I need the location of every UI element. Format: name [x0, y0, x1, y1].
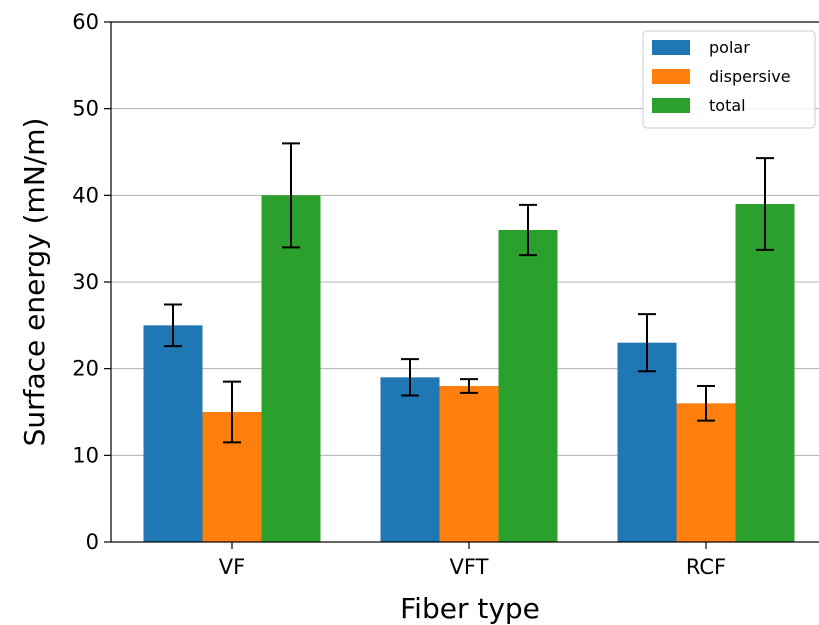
y-tick-label: 50 — [72, 97, 99, 121]
x-tick-label: VFT — [450, 555, 489, 579]
x-tick-label: VF — [219, 555, 245, 579]
bar-polar-RCF — [617, 342, 677, 542]
x-tick-labels: VF VFT RCF — [219, 555, 726, 579]
y-tick-label: 30 — [72, 270, 99, 294]
error-bars — [164, 142, 774, 444]
y-tick-label: 0 — [86, 530, 99, 554]
y-tick-label: 10 — [72, 443, 99, 467]
legend-swatch-dispersive — [652, 69, 690, 84]
bar-dispersive-VFT — [439, 386, 499, 542]
bar-total-VFT — [498, 230, 558, 542]
legend-label-total: total — [709, 96, 746, 115]
bars — [143, 195, 795, 543]
legend-label-polar: polar — [709, 38, 750, 57]
y-tick-label: 40 — [72, 183, 99, 207]
axes — [104, 21, 819, 549]
x-axis-title: Fiber type — [400, 592, 540, 625]
legend-swatch-total — [652, 98, 690, 113]
legend-label-dispersive: dispersive — [709, 67, 791, 86]
y-tick-labels: 0 10 20 30 40 50 60 — [72, 10, 99, 554]
bar-total-VF — [261, 195, 321, 543]
legend-swatch-polar — [652, 40, 690, 55]
y-tick-label: 20 — [72, 357, 99, 381]
bar-polar-VF — [143, 325, 203, 542]
x-tick-label: RCF — [686, 555, 726, 579]
plot-frame — [110, 21, 819, 543]
bar-total-RCF — [735, 204, 795, 542]
legend: polar dispersive total — [642, 30, 816, 129]
bar-dispersive-RCF — [676, 403, 736, 542]
y-tick-label: 60 — [72, 10, 99, 34]
y-axis-title: Surface energy (mN/m) — [18, 118, 51, 447]
bar-polar-VFT — [380, 377, 440, 542]
